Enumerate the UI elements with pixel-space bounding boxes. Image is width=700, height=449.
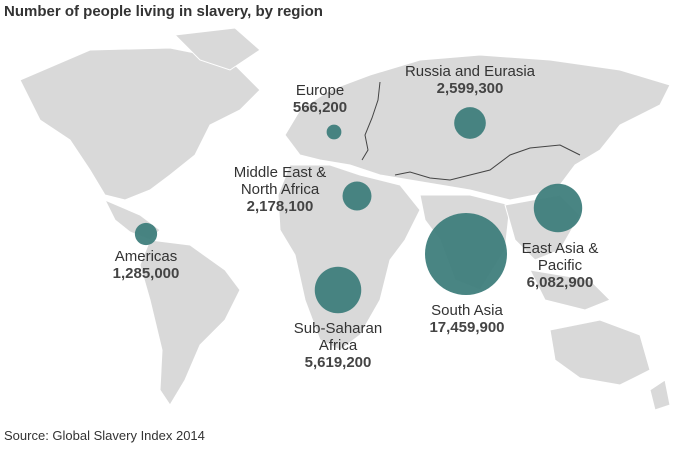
source-note: Source: Global Slavery Index 2014	[4, 428, 205, 443]
region-bubble	[425, 213, 507, 295]
region-label: South Asia 17,459,900	[412, 302, 522, 336]
region-bubble	[342, 181, 372, 211]
region-name: Russia and Eurasia	[404, 63, 536, 80]
chart-title: Number of people living in slavery, by r…	[4, 3, 323, 20]
region-value: 1,285,000	[112, 265, 180, 282]
region-bubble	[533, 183, 583, 233]
borders	[361, 81, 581, 181]
region-label: Middle East & North Africa 2,178,100	[220, 164, 340, 215]
region-value: 2,599,300	[436, 80, 504, 97]
region-bubble	[134, 222, 158, 246]
region-value: 6,082,900	[526, 274, 594, 291]
region-label: Russia and Eurasia 2,599,300	[390, 63, 550, 97]
region-label: Americas 1,285,000	[96, 248, 196, 282]
region-bubble	[314, 266, 362, 314]
region-label: Sub-Saharan Africa 5,619,200	[283, 320, 393, 371]
region-value: 2,178,100	[246, 198, 314, 215]
region-label: East Asia & Pacific 6,082,900	[520, 240, 600, 291]
region-name: Middle East & North Africa	[233, 164, 327, 198]
region-label: Europe 566,200	[275, 82, 365, 116]
region-bubble	[326, 124, 342, 140]
region-name: Sub-Saharan Africa	[293, 320, 383, 354]
region-name: East Asia & Pacific	[521, 240, 599, 274]
region-value: 5,619,200	[304, 354, 372, 371]
region-bubble	[454, 107, 486, 139]
region-value: 566,200	[292, 99, 348, 116]
region-name: South Asia	[431, 302, 503, 319]
region-value: 17,459,900	[429, 319, 505, 336]
region-name: Europe	[295, 82, 345, 99]
region-name: Americas	[114, 248, 178, 265]
